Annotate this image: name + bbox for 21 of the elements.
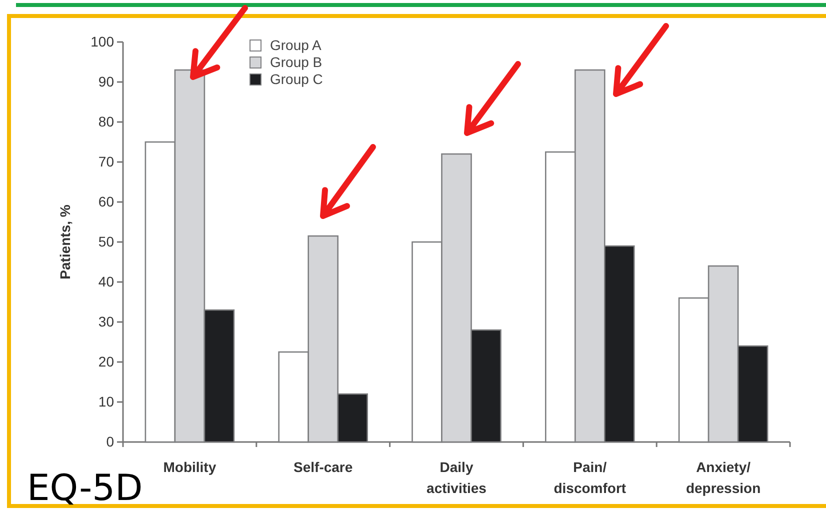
x-tick-label: Anxiety/ depression (686, 459, 761, 496)
y-tick-label: 40 (98, 273, 114, 290)
y-tick-label: 0 (106, 433, 114, 450)
legend-label: Group C (270, 71, 323, 87)
y-axis-title: Patients, % (57, 204, 73, 280)
y-tick-label: 80 (98, 113, 114, 130)
y-tick-label: 30 (98, 313, 114, 330)
x-tick-label: Daily activities (426, 459, 487, 496)
y-tick-label: 10 (98, 393, 114, 410)
x-tick-label: Mobility (163, 459, 216, 475)
x-tick-label: Pain/ discomfort (554, 459, 626, 496)
legend-label: Group B (270, 54, 322, 70)
y-tick-label: 60 (98, 193, 114, 210)
y-tick-label: 20 (98, 353, 114, 370)
legend-label: Group A (270, 37, 322, 53)
x-tick-label: Self-care (294, 459, 353, 475)
text: EQ-5D (27, 468, 143, 509)
y-tick-label: 100 (90, 33, 114, 50)
y-tick-label: 70 (98, 153, 114, 170)
y-tick-label: 90 (98, 73, 114, 90)
y-tick-label: 50 (98, 233, 114, 250)
